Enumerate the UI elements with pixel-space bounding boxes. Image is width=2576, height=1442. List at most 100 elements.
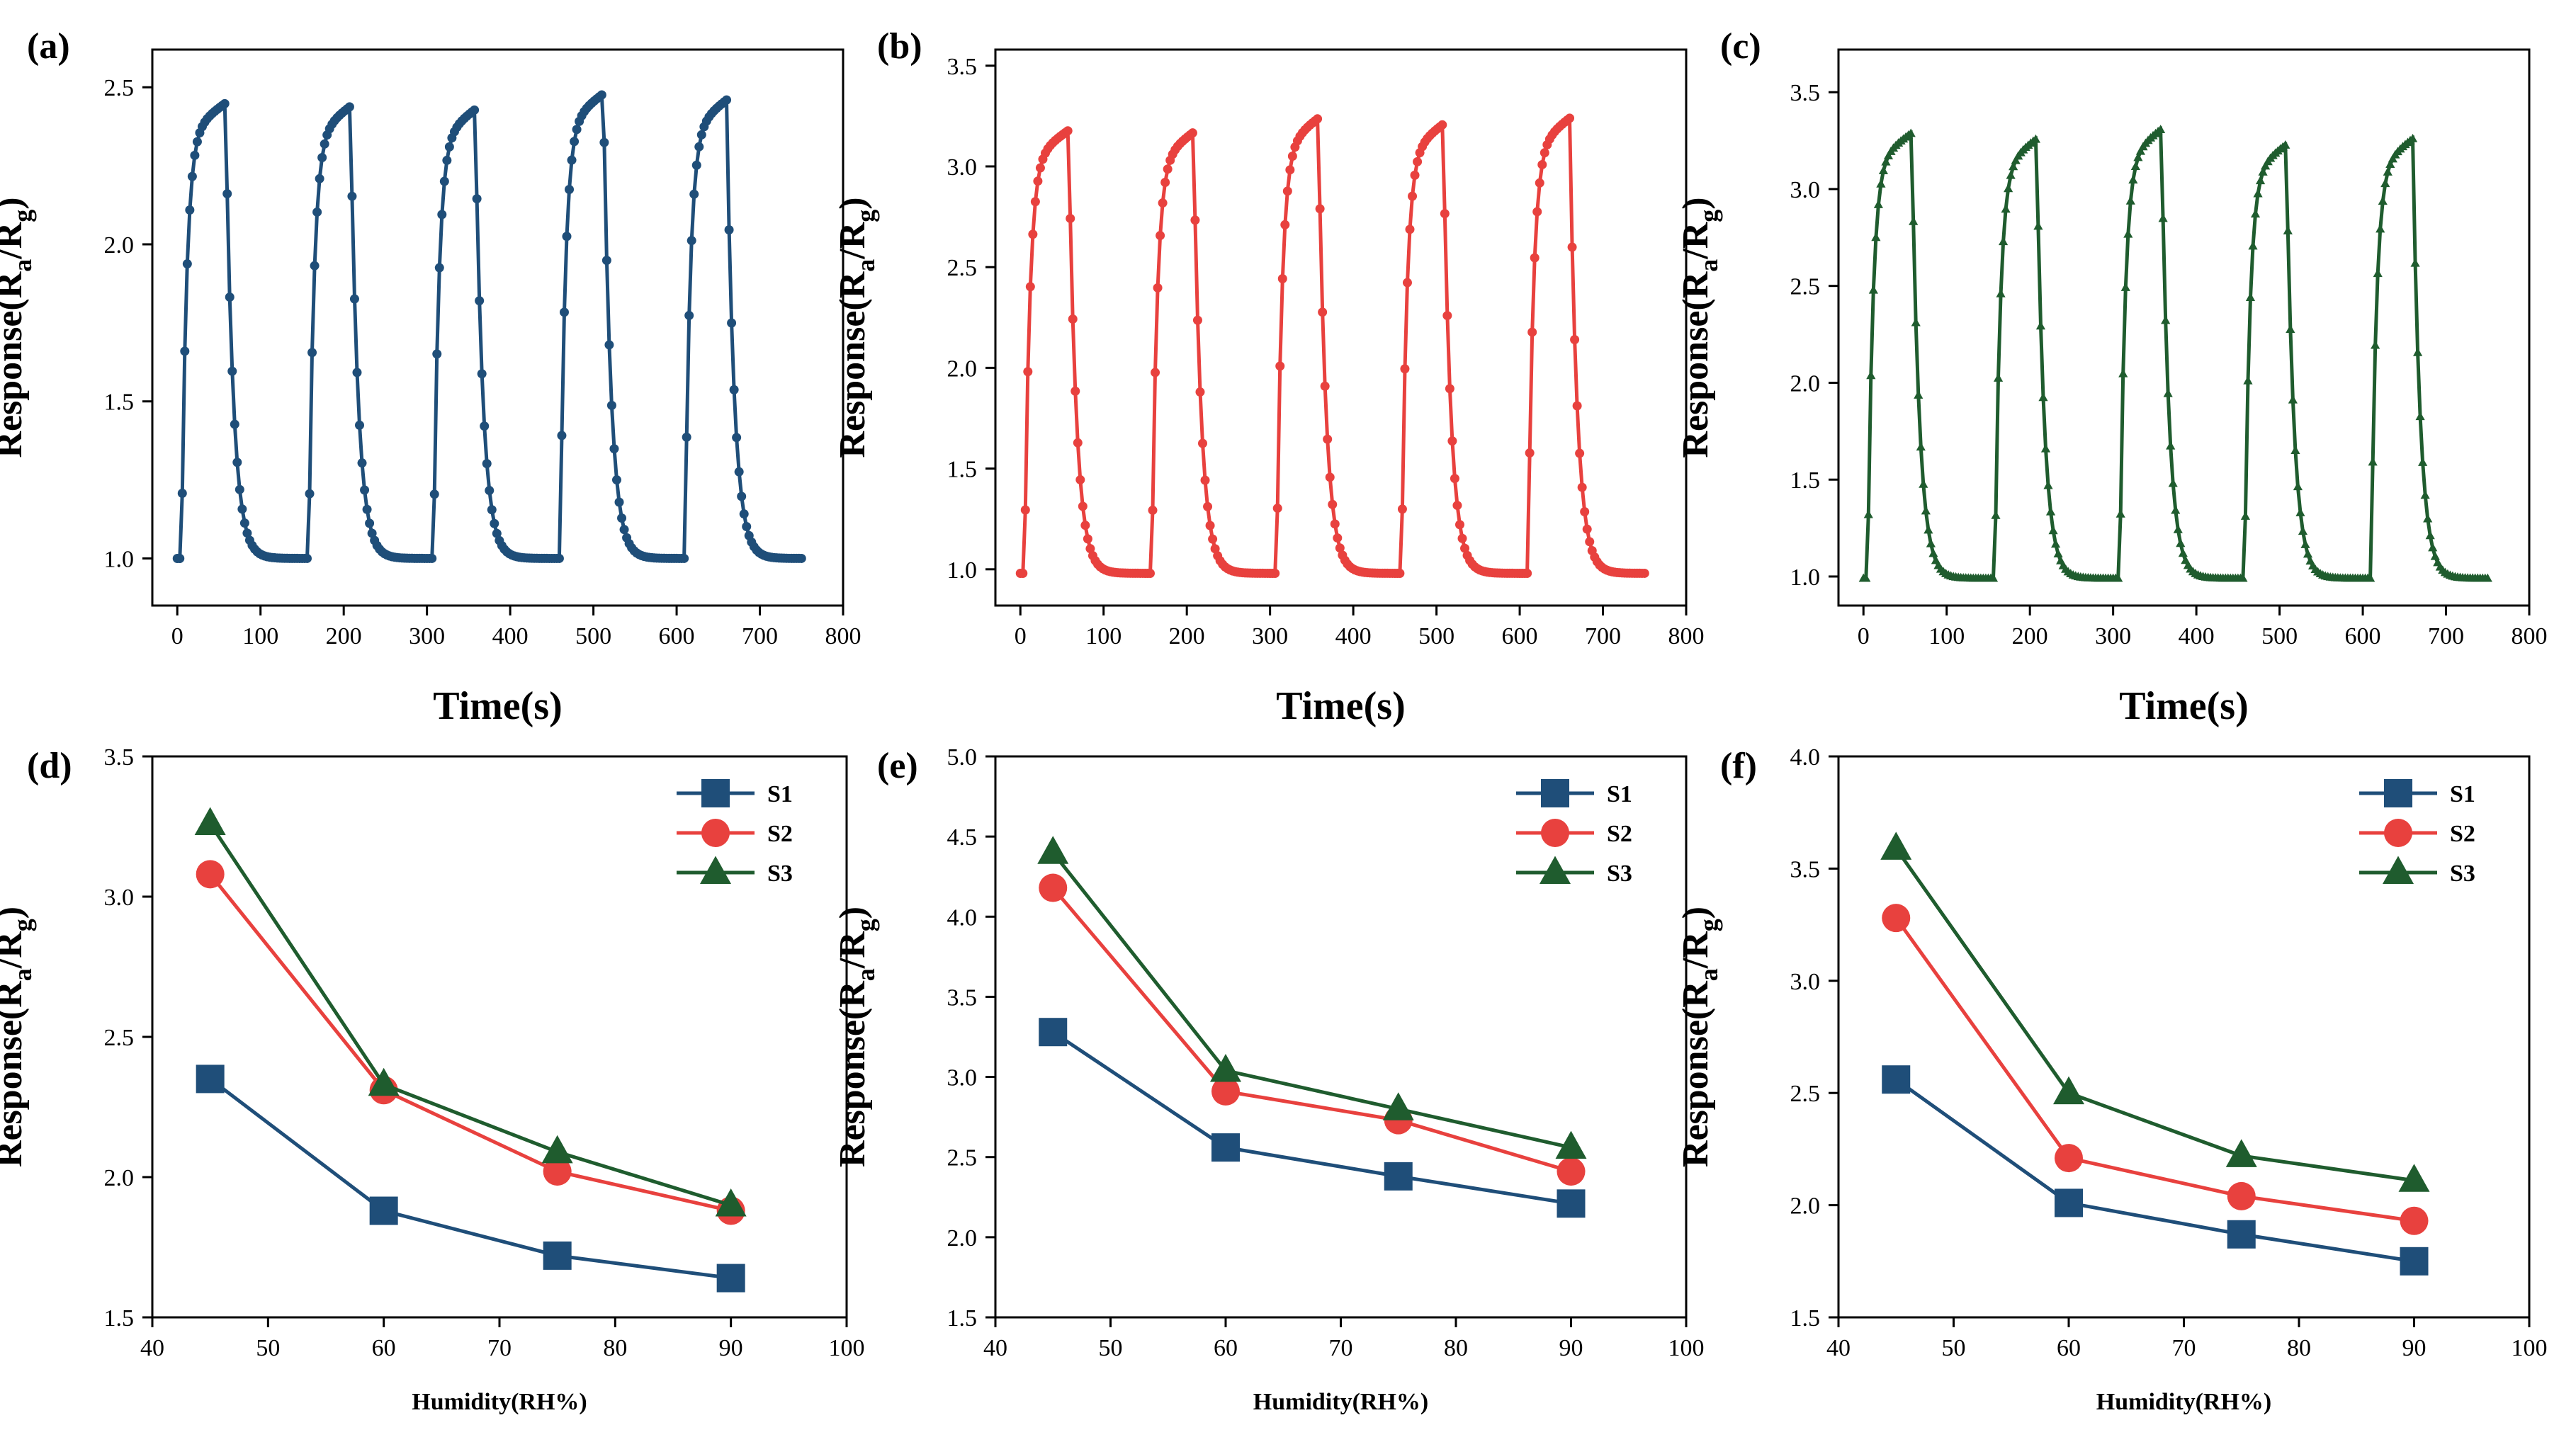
data-point (434, 263, 444, 273)
series-line-s1 (1051, 1031, 1571, 1205)
data-point (572, 125, 582, 135)
x-axis-title: Time(s) (2119, 684, 2249, 728)
data-point (2415, 411, 2425, 421)
data-point (1035, 163, 1045, 173)
panel-a: (a) 0 100 200 300 400 500 600 700 800 1.0 1.5 2.0 2.5… (0, 26, 862, 728)
data-point (2176, 538, 2186, 547)
data-point (235, 484, 244, 494)
y-axis-title-subscript: a (852, 968, 880, 981)
x-tick-label: 100 (1928, 623, 1965, 649)
data-point (2261, 161, 2271, 170)
y-axis-title-subscript: g (9, 210, 37, 222)
x-tick-label: 100 (242, 623, 278, 649)
data-point (559, 307, 569, 317)
y-tick-label: 2.0 (104, 232, 135, 259)
data-point (429, 489, 439, 499)
data-point (312, 207, 322, 217)
data-point (1163, 164, 1173, 174)
data-point-s3 (1210, 1053, 1241, 1082)
legend-label-s2: S2 (1607, 821, 1632, 847)
x-tick-label: 60 (1214, 1335, 1238, 1361)
y-tick-label: 3.0 (947, 154, 978, 181)
data-point (2410, 258, 2420, 267)
y-tick-label: 1.0 (104, 546, 135, 572)
data-point (1400, 364, 1410, 374)
data-point (2033, 221, 2043, 230)
data-point (597, 90, 606, 100)
data-point (679, 553, 689, 563)
y-tick-label: 1.5 (1790, 1305, 1821, 1332)
y-tick-label: 4.5 (947, 824, 978, 851)
data-point (2011, 155, 2021, 164)
data-point (2128, 175, 2138, 184)
y-tick-label: 1.5 (947, 1305, 978, 1332)
data-point (357, 458, 367, 468)
data-point (187, 171, 197, 181)
data-point (1988, 573, 1999, 582)
plot-frame (994, 755, 1688, 1319)
series-line-s2 (1051, 886, 1572, 1174)
data-point (1075, 475, 1085, 484)
x-tick-label: 50 (256, 1335, 280, 1361)
data-point (1070, 386, 1080, 396)
y-axis-title: Response(Ra/Rg) (1676, 197, 1723, 458)
data-point (2283, 226, 2293, 234)
data-point (1335, 543, 1345, 553)
legend-marker-s1 (701, 779, 730, 807)
data-point (694, 142, 704, 152)
data-point (1020, 505, 1030, 515)
data-point (1454, 520, 1464, 530)
y-axis-title-subscript: g (1695, 919, 1723, 931)
data-point (1210, 544, 1220, 554)
data-point (2407, 133, 2418, 142)
x-tick-label: 400 (1335, 623, 1372, 649)
y-axis-title-subscript: a (1695, 259, 1723, 272)
y-tick-label: 1.0 (947, 557, 978, 584)
data-point (2290, 445, 2300, 455)
x-tick-label: 600 (1502, 623, 1538, 649)
legend-label-s3: S3 (767, 861, 793, 887)
data-point (727, 318, 737, 328)
data-point (227, 366, 237, 376)
data-point (305, 489, 315, 499)
x-tick-label: 300 (2095, 623, 2131, 649)
data-point (2135, 146, 2146, 155)
x-axis-title: Time(s) (433, 684, 563, 728)
data-point (742, 521, 752, 531)
data-point (444, 142, 454, 152)
data-point-s2 (196, 860, 225, 889)
data-point (609, 444, 619, 454)
data-point (477, 369, 487, 379)
data-point (2053, 549, 2063, 557)
data-point (565, 184, 575, 194)
data-point (472, 194, 482, 204)
data-point-s3 (1555, 1130, 1587, 1159)
plot-frame (151, 48, 844, 607)
data-point (2171, 505, 2181, 514)
y-tick-label: 4.0 (1790, 744, 1821, 771)
data-point (185, 205, 195, 215)
data-point (1582, 524, 1592, 534)
data-point-s3 (2225, 1139, 2257, 1167)
y-tick-label: 3.5 (104, 744, 135, 771)
data-point-s1 (2055, 1188, 2083, 1217)
data-point (611, 475, 621, 485)
data-point (1911, 317, 1921, 327)
x-tick-label: 80 (2287, 1335, 2311, 1361)
data-point (1282, 186, 1292, 196)
data-point (1570, 334, 1580, 344)
series-line-s3 (1894, 847, 2414, 1183)
data-point (2156, 125, 2166, 133)
data-point (1156, 231, 1165, 241)
y-axis-title-part: Response(R (832, 271, 873, 458)
x-tick-label: 800 (2512, 623, 2548, 649)
x-tick-label: 0 (171, 623, 183, 649)
data-point (349, 294, 359, 304)
x-tick-label: 100 (1085, 623, 1122, 649)
data-point (1413, 157, 1423, 166)
y-axis-title-subscript: g (9, 919, 37, 931)
x-tick-label: 200 (1169, 623, 1205, 649)
data-point (352, 368, 362, 377)
data-point (2368, 457, 2378, 466)
data-point (1085, 544, 1095, 554)
